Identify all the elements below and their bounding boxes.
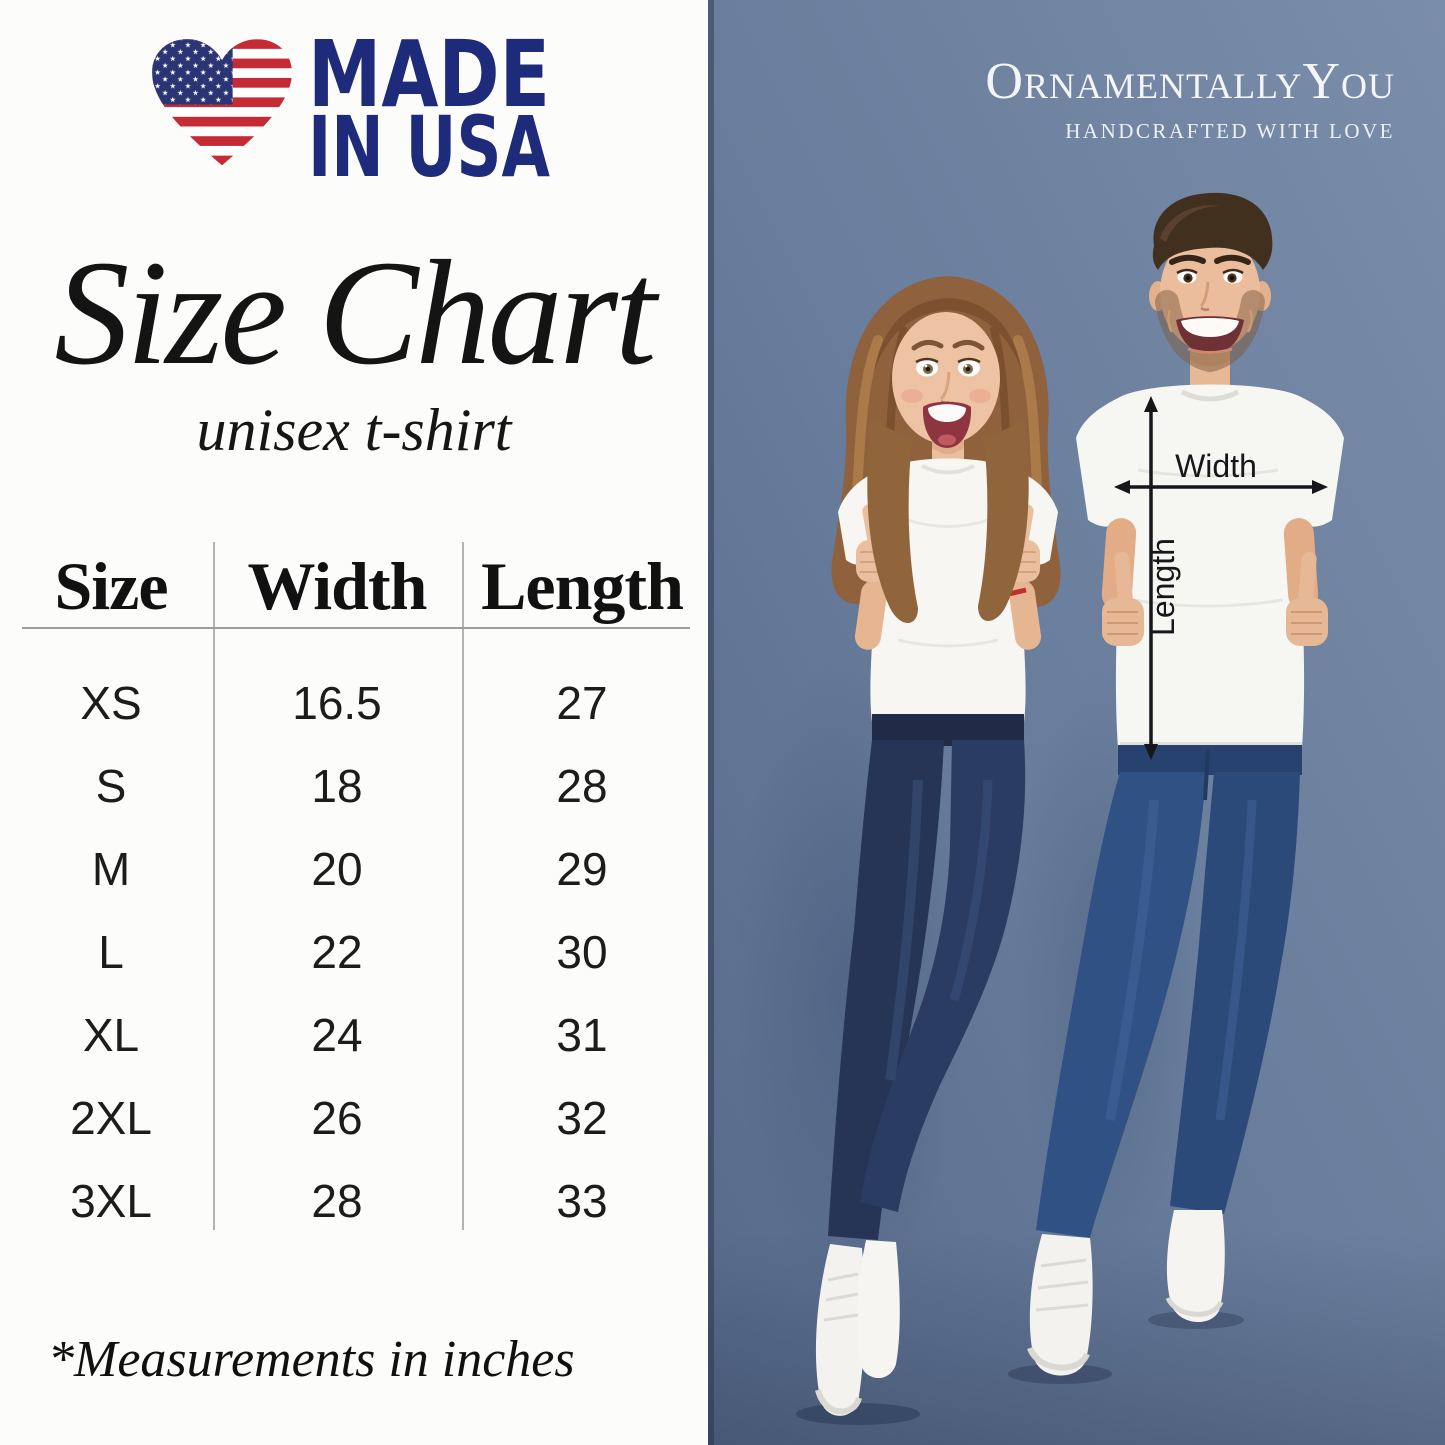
column-header-length: Length — [481, 547, 684, 624]
man-beard — [1155, 290, 1265, 373]
made-in-usa-text: MADE IN USA — [308, 21, 550, 196]
usa-flag-heart-icon — [152, 39, 292, 166]
size-table-header: Size Width Length — [10, 545, 702, 627]
woman-figure — [796, 276, 1061, 1425]
made-label: MADE — [308, 21, 550, 128]
cell-width: 16.5 — [292, 676, 382, 729]
brand-block: OrnamentallyYou HANDCRAFTED WITH LOVE — [985, 56, 1395, 144]
page-subtitle: unisex t-shirt — [196, 397, 512, 463]
column-header-size: Size — [54, 547, 168, 624]
cell-size: XS — [80, 676, 142, 729]
cell-width: 24 — [311, 1008, 363, 1061]
size-table-body: XS 16.5 27 S 18 28 M 20 29 L 22 30 — [10, 661, 702, 1242]
table-header-rule — [22, 627, 690, 629]
cell-length: 32 — [556, 1091, 608, 1144]
cell-length: 28 — [556, 759, 608, 812]
cell-length: 30 — [556, 925, 608, 978]
cell-width: 20 — [311, 842, 363, 895]
cell-width: 26 — [311, 1091, 363, 1144]
cell-size: 2XL — [70, 1091, 152, 1144]
cell-size: L — [98, 925, 124, 978]
size-chart-panel: MADE IN USA Size Chart unisex t-shirt Si… — [0, 0, 708, 1445]
cell-length: 29 — [556, 842, 608, 895]
in-usa-label: IN USA — [308, 98, 550, 196]
cell-length: 31 — [556, 1008, 608, 1061]
brand-tagline: HANDCRAFTED WITH LOVE — [1065, 119, 1395, 143]
column-header-width: Width — [247, 547, 428, 624]
cell-width: 28 — [311, 1174, 363, 1227]
man-hair — [1152, 192, 1273, 270]
cell-width: 18 — [311, 759, 363, 812]
woman-sneaker-right — [856, 1240, 900, 1379]
cell-length: 33 — [556, 1174, 608, 1227]
table-row: M 20 29 — [10, 827, 702, 910]
table-divider-vertical-2 — [462, 542, 464, 1230]
man-thumb-up-right — [1298, 552, 1317, 605]
table-row: S 18 28 — [10, 744, 702, 827]
brand-name: OrnamentallyYou — [985, 53, 1395, 110]
cell-size: M — [91, 842, 131, 895]
measurements-footnote: *Measurements in inches — [48, 1331, 575, 1388]
man-thumb-up-left — [1114, 551, 1133, 604]
table-row: L 22 30 — [10, 910, 702, 993]
cell-width: 22 — [311, 925, 363, 978]
measurement-annotations: Width Length — [1114, 396, 1328, 760]
table-row: XS 16.5 27 — [10, 661, 702, 744]
couple-photo-illustration: Width Length — [708, 0, 1445, 1445]
table-row: 3XL 28 33 — [10, 1159, 702, 1242]
woman-sneaker-left — [815, 1244, 865, 1416]
width-arrow-label: Width — [1175, 448, 1257, 484]
length-arrow-label: Length — [1145, 538, 1181, 636]
cell-size: 3XL — [70, 1174, 152, 1227]
cell-size: XL — [82, 1008, 140, 1061]
man-sneaker-left — [1029, 1234, 1093, 1376]
cell-size: S — [95, 759, 127, 812]
man-sneaker-right — [1166, 1210, 1225, 1323]
table-row: XL 24 31 — [10, 993, 702, 1076]
cell-length: 27 — [556, 676, 608, 729]
table-row: 2XL 26 32 — [10, 1076, 702, 1159]
table-divider-vertical-1 — [213, 542, 215, 1230]
page-title: Size Chart — [54, 230, 656, 396]
man-figure — [1008, 192, 1344, 1384]
size-table: Size Width Length XS 16.5 27 S 18 28 M 2… — [10, 545, 702, 1242]
product-photo: Width Length OrnamentallyYou HANDCRAFTED… — [708, 0, 1445, 1445]
